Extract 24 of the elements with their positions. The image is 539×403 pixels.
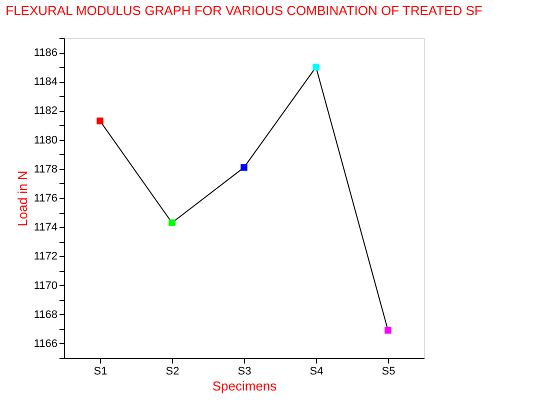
y-tick-label: 1176: [34, 192, 58, 204]
y-tick-label: 1174: [34, 222, 58, 234]
point: [312, 64, 320, 70]
x-tick-label: S1: [94, 366, 108, 378]
chart-title: FLEXURAL MODULUS GRAPH FOR VARIOUS COMBINATION OF TREATED SF: [6, 3, 482, 18]
y-tick-label: 1184: [34, 76, 58, 88]
y-tick-label: 1168: [34, 308, 58, 321]
x-tick-label: S5: [382, 366, 396, 378]
y-tick-label: 1180: [34, 134, 58, 146]
x-tick-label: S2: [166, 366, 180, 378]
y-tick-label: 1166: [34, 338, 58, 350]
point: [96, 118, 104, 124]
x-tick-label: S4: [310, 366, 324, 378]
point: [384, 327, 392, 334]
y-axis-title: Load in N: [14, 170, 30, 226]
y-tick-label: 1186: [34, 47, 58, 60]
y-tick-label: 1182: [34, 105, 58, 118]
point: [168, 219, 176, 226]
point: [240, 164, 248, 171]
x-axis-title: Specimens: [212, 378, 278, 394]
x-tick-label: S3: [238, 366, 252, 378]
y-tick-label: 1170: [34, 280, 58, 292]
y-tick-label: 1178: [34, 163, 58, 176]
y-tick-label: 1172: [34, 250, 58, 263]
